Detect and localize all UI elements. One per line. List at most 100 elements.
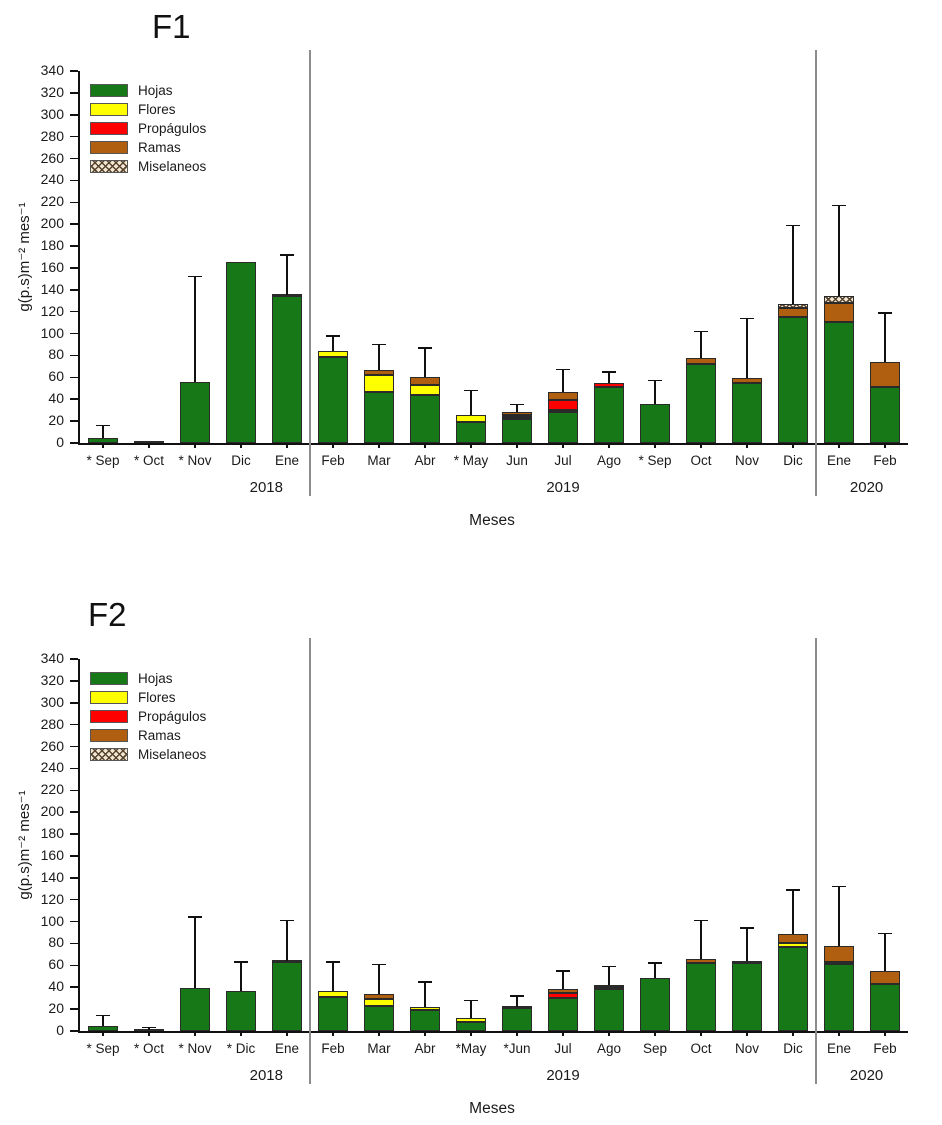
y-tick-label: 240 [40,759,64,776]
x-tick-label: * Sep [638,453,672,468]
error-bar-line [562,369,564,392]
y-tick [70,135,78,138]
error-bar-line [700,331,702,358]
error-bar-line [424,981,426,1007]
y-tick [70,986,78,988]
error-bar-cap [418,347,432,349]
bar-segment-hojas [870,387,900,443]
x-tick-label: Ene [274,1041,300,1056]
y-tick-label: 280 [40,715,64,732]
error-bar-cap [878,932,892,935]
error-bar-cap [740,927,754,929]
x-tick-label: * May [453,453,489,468]
y-tick-label: 80 [48,346,64,363]
y-tick [70,702,78,704]
bar-segment-propágulos [548,992,578,999]
legend-swatch-flores [90,691,128,704]
bar-segment-ramas [686,958,716,964]
y-tick-label: 160 [40,846,64,863]
x-tick-label: Feb [873,453,897,468]
x-tick [884,1031,886,1036]
error-bar-line [286,254,288,296]
y-tick-label: 140 [40,868,64,885]
y-tick [70,223,78,225]
x-tick [792,1031,794,1036]
legend-item: Miselaneos [90,745,206,764]
bar-segment-propágulos [548,400,578,411]
error-bar-line [746,318,748,379]
legend-swatch-miselaneos [90,748,128,761]
y-tick-label: 60 [48,368,64,385]
x-tick-label: * Dic [226,1041,256,1056]
x-tick [838,1031,840,1036]
x-tick-label: Ene [274,453,300,468]
y-tick [70,1030,78,1032]
x-tick [608,443,610,448]
y-tick [70,898,78,901]
y-tick-label: 160 [40,258,64,275]
year-label: 2020 [849,479,884,496]
error-bar-line [746,928,748,961]
y-tick-label: 80 [48,934,64,951]
x-tick [516,443,518,448]
y-tick [70,289,78,291]
plot-area-f1: 0 20 40 60 80 100 120 140 160 180 200 220 240 260 280 3… [41,50,908,496]
bar-segment-hojas [364,1005,394,1031]
x-tick-label: Ago [596,1041,622,1056]
error-bar-line [194,917,196,989]
error-bar-cap [786,224,800,227]
x-tick [194,443,196,448]
year-label: 2020 [849,1067,884,1084]
bar-segment-hojas [502,1008,532,1031]
error-bar-cap [510,995,524,997]
error-bar-line [792,889,794,934]
y-tick-label: 220 [40,193,64,210]
y-tick [70,376,78,379]
error-bar-line [102,1015,104,1026]
error-bar-cap [648,379,662,382]
bar-segment-flores [318,351,348,357]
y-tick [70,398,78,400]
y-tick [70,1008,78,1010]
bar-segment-hojas [548,998,578,1031]
x-tick [102,443,104,448]
y-tick [70,658,78,660]
error-bar-cap [602,965,616,968]
error-bar-cap [740,317,754,320]
bar-segment-flores [410,385,440,395]
bar-segment-hojas [272,962,302,1031]
x-tick-label: Jul [554,453,572,468]
x-tick [102,1031,104,1036]
error-bar-cap [832,204,846,207]
y-tick-label: 100 [40,912,64,929]
bar-segment-ramas [732,378,762,383]
x-tick [654,443,656,448]
y-tick-label: 340 [40,62,64,78]
bar-segment-ramas [824,302,854,322]
legend-label: Hojas [138,671,173,686]
x-tick-label: * Nov [178,1041,212,1056]
x-tick-label: Mar [367,453,391,468]
year-label: 2018 [249,479,283,496]
x-tick-label: Sep [642,1041,668,1056]
y-tick [70,942,78,945]
x-tick [332,1031,334,1036]
y-tick-label: 120 [40,890,64,907]
legend-item: Ramas [90,726,206,745]
y-tick [70,964,78,967]
y-tick-label: 0 [56,434,64,450]
error-bar-cap [464,999,478,1002]
x-tick [838,443,840,448]
bar-segment-flores [456,1017,486,1023]
legend-swatch-ramas [90,141,128,154]
x-tick-label: Feb [321,1041,345,1056]
error-bar-cap [188,275,202,278]
y-tick-label: 60 [48,956,64,973]
bar-segment-flores [364,375,394,392]
bar-segment-propágulos [594,987,624,990]
x-tick [194,1031,196,1036]
y-tick [70,92,78,94]
bar-segment-ramas [870,970,900,984]
y-tick-label: 40 [48,978,64,995]
legend-label: Flores [138,690,176,705]
